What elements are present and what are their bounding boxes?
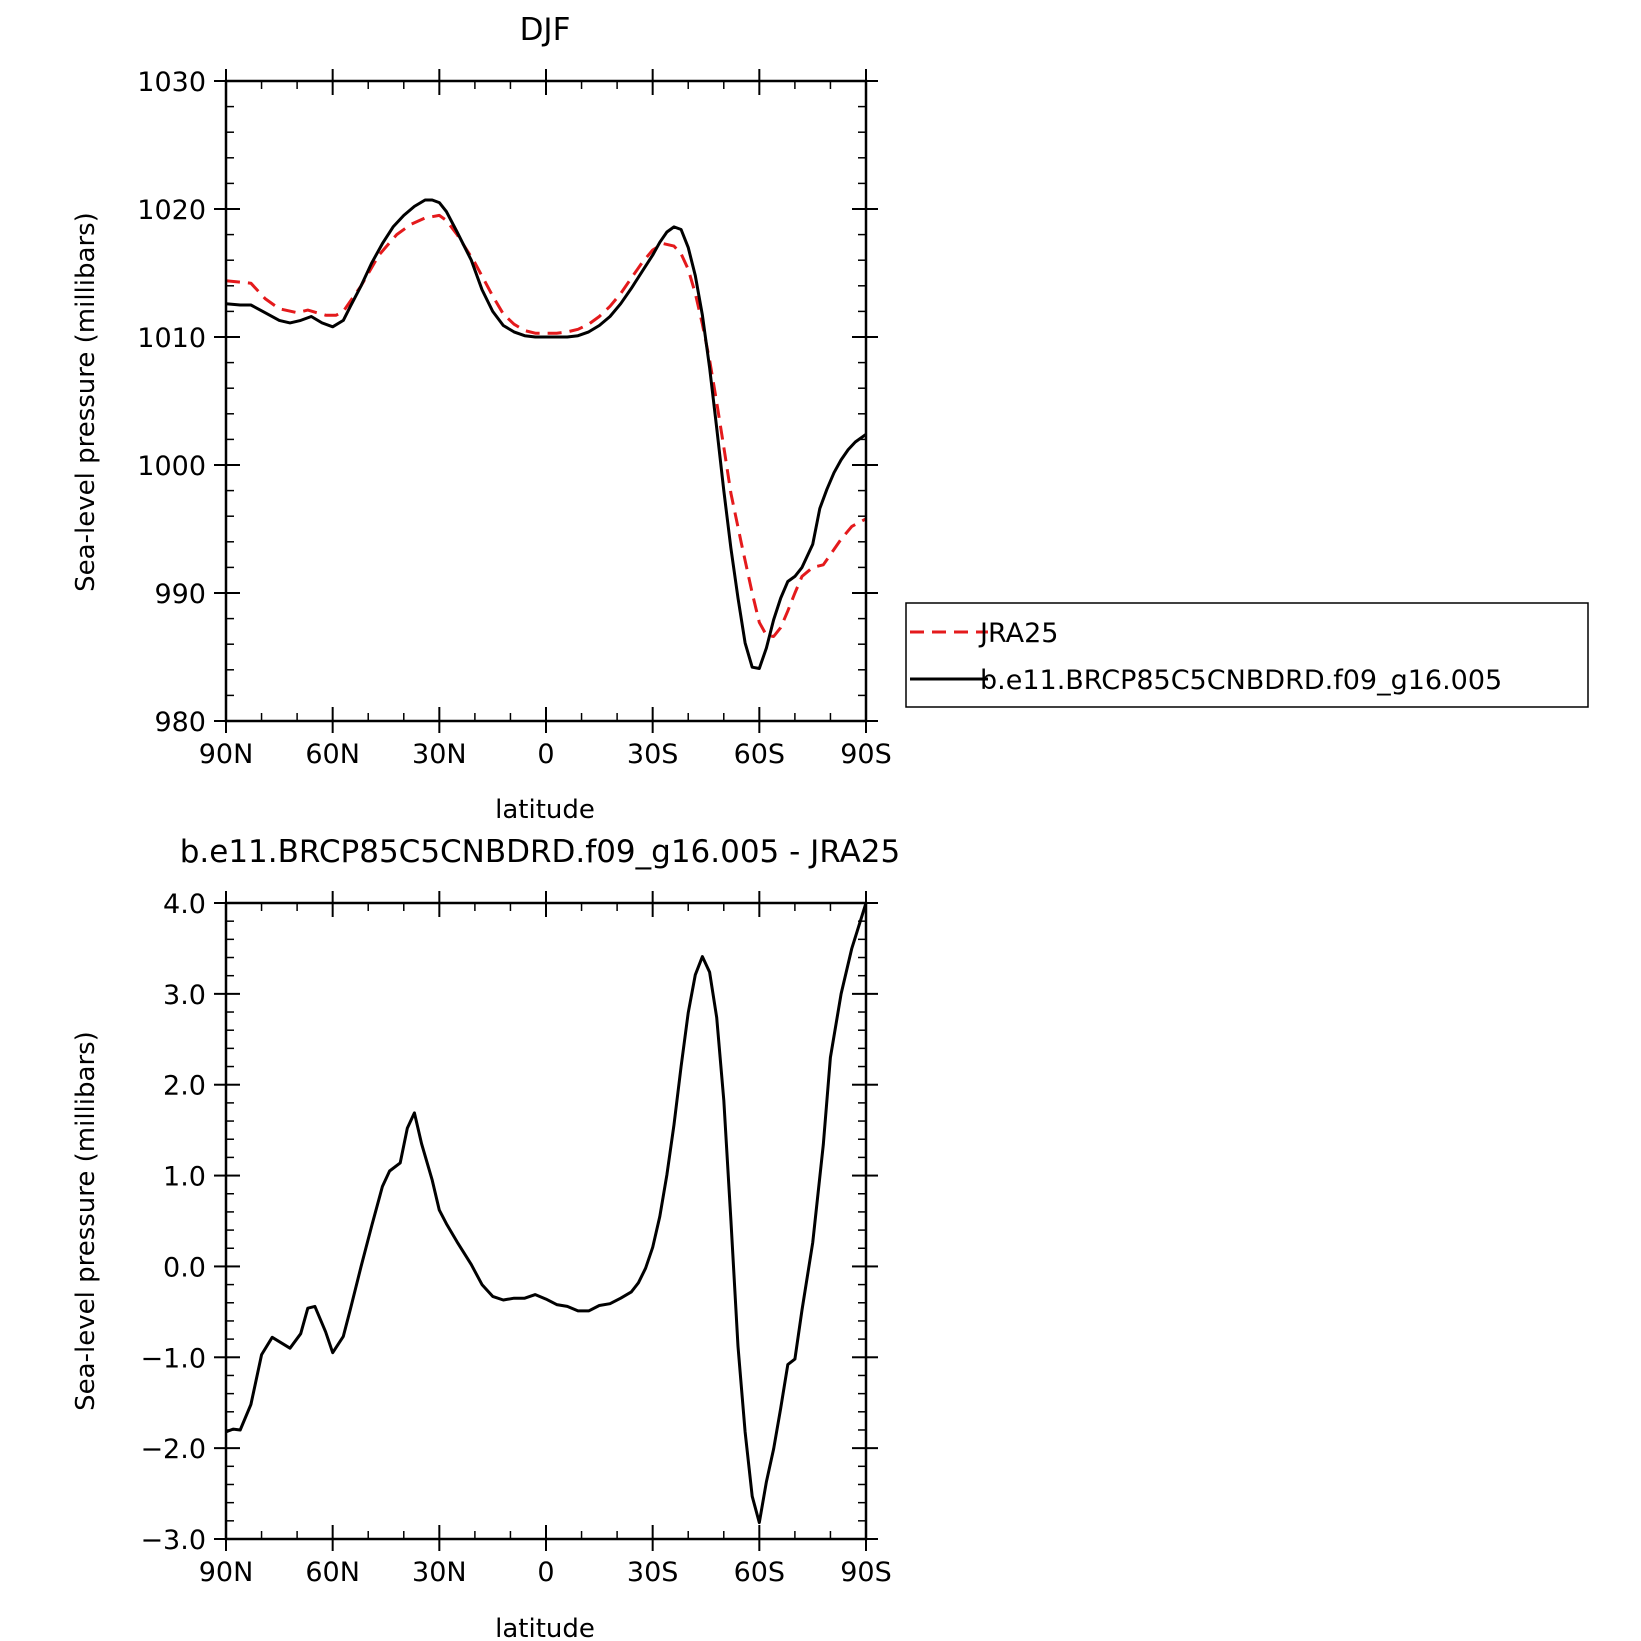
y-tick-label: 1010 bbox=[137, 323, 206, 354]
x-tick-label: 90S bbox=[840, 739, 892, 770]
x-tick-label: 90N bbox=[199, 739, 254, 770]
y-axis-label: Sea-level pressure (millibars) bbox=[71, 212, 101, 592]
y-tick-label: −1.0 bbox=[140, 1343, 206, 1374]
y-tick-label: 990 bbox=[154, 579, 206, 610]
difference-chart: b.e11.BRCP85C5CNBDRD.f09_g16.005 - JRA25… bbox=[71, 834, 900, 1641]
y-tick-label: 1020 bbox=[137, 195, 206, 226]
x-tick-label: 60S bbox=[734, 739, 786, 770]
series-line-series-0 bbox=[225, 902, 868, 1525]
x-tick-label: 90S bbox=[840, 1557, 892, 1588]
y-tick-label: 1.0 bbox=[163, 1162, 206, 1193]
legend-box bbox=[905, 602, 1589, 708]
legend: JRA25 b.e11.BRCP85C5CNBDRD.f09_g16.005 bbox=[905, 602, 1589, 708]
y-tick-label: 4.0 bbox=[163, 889, 206, 920]
legend-label-model: b.e11.BRCP85C5CNBDRD.f09_g16.005 bbox=[980, 665, 1502, 696]
x-axis-label: latitude bbox=[495, 795, 595, 825]
x-tick-label: 30S bbox=[627, 1557, 679, 1588]
x-tick-label: 60N bbox=[305, 1557, 360, 1588]
y-tick-label: 1030 bbox=[137, 67, 206, 98]
y-tick-label: 2.0 bbox=[163, 1071, 206, 1102]
x-tick-label: 60N bbox=[305, 739, 360, 770]
y-tick-label: −2.0 bbox=[140, 1434, 206, 1465]
y-tick-label: 980 bbox=[154, 707, 206, 738]
djf-chart: DJF Sea-level pressure (millibars) latit… bbox=[71, 12, 892, 825]
chart-title: b.e11.BRCP85C5CNBDRD.f09_g16.005 - JRA25 bbox=[180, 834, 901, 870]
y-tick-label: 1000 bbox=[137, 451, 206, 482]
series-line-b-e11-brcp85c5cnbdrd-f09-g16-005 bbox=[225, 198, 867, 670]
y-axis-label: Sea-level pressure (millibars) bbox=[71, 1031, 101, 1411]
x-axis-label: latitude bbox=[495, 1614, 595, 1641]
x-tick-label: 30N bbox=[412, 1557, 467, 1588]
chart-title: DJF bbox=[520, 12, 571, 48]
x-tick-label: 60S bbox=[734, 1557, 786, 1588]
y-tick-label: 0.0 bbox=[163, 1252, 206, 1283]
x-tick-label: 0 bbox=[537, 739, 554, 770]
x-tick-label: 30N bbox=[412, 739, 467, 770]
x-tick-label: 30S bbox=[627, 739, 679, 770]
plot-frame bbox=[224, 79, 868, 723]
y-tick-label: 3.0 bbox=[163, 980, 206, 1011]
series-line-jra25 bbox=[225, 213, 867, 638]
legend-label-jra25: JRA25 bbox=[978, 618, 1058, 649]
y-tick-label: −3.0 bbox=[140, 1525, 206, 1556]
x-tick-label: 90N bbox=[199, 1557, 254, 1588]
x-tick-label: 0 bbox=[537, 1557, 554, 1588]
plot-frame bbox=[224, 901, 868, 1541]
